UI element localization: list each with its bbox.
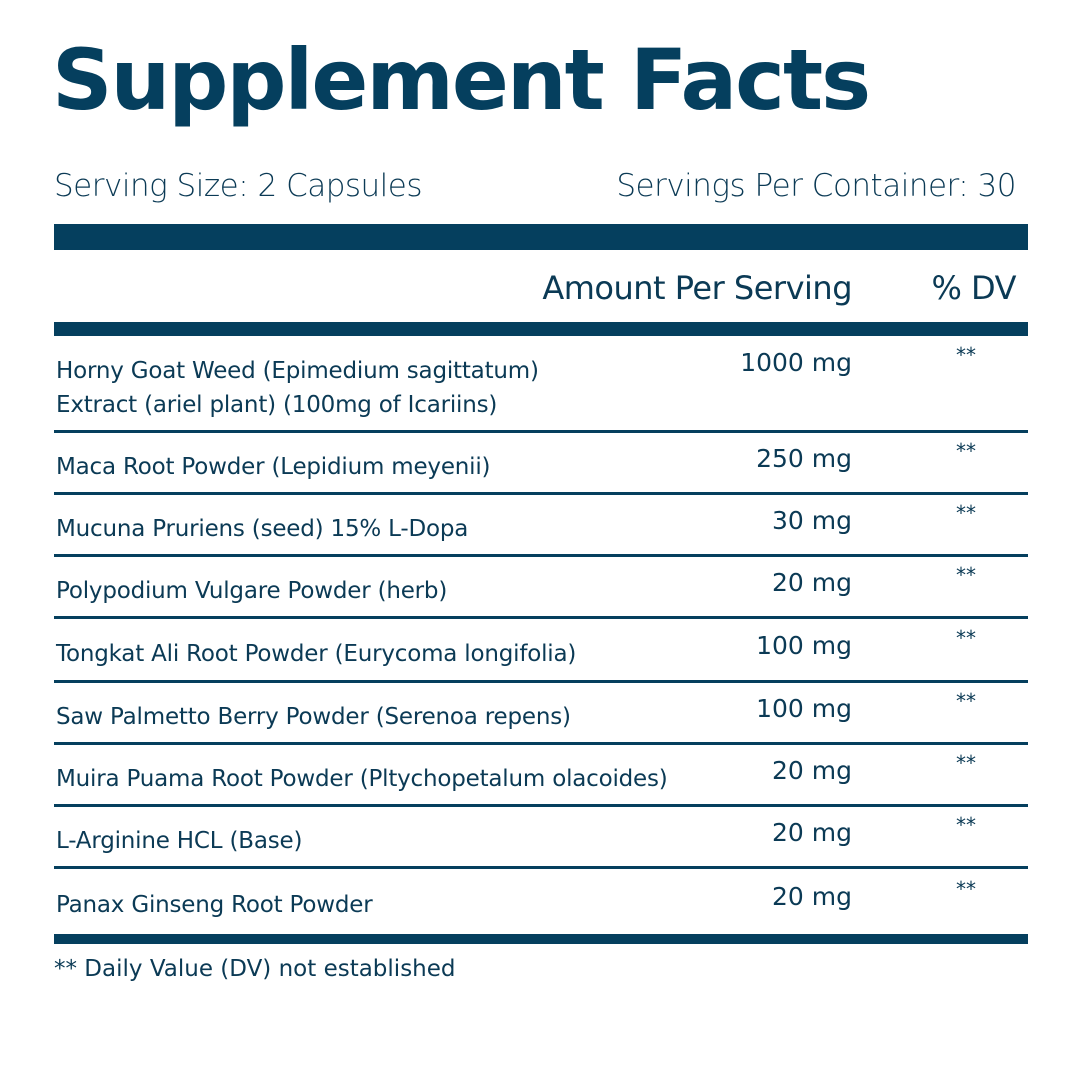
- page-title: Supplement Facts: [52, 31, 871, 129]
- ingredient-name: Panax Ginseng Root Powder: [56, 892, 373, 918]
- ingredient-amount: 100 mg: [756, 694, 852, 723]
- ingredient-row: Mucuna Pruriens (seed) 15% L-Dopa 30 mg **: [54, 496, 1028, 557]
- ingredient-dv: **: [956, 813, 976, 837]
- ingredient-amount: 250 mg: [756, 444, 852, 473]
- ingredient-name: L-Arginine HCL (Base): [56, 828, 303, 854]
- ingredient-row: Panax Ginseng Root Powder 20 mg **: [54, 870, 1028, 934]
- ingredient-dv: **: [956, 877, 976, 901]
- ingredient-amount: 20 mg: [772, 568, 852, 597]
- ingredient-row: Saw Palmetto Berry Powder (Serenoa repen…: [54, 684, 1028, 745]
- ingredient-amount: 20 mg: [772, 882, 852, 911]
- footnote: ** Daily Value (DV) not established: [54, 956, 456, 982]
- ingredient-row: Horny Goat Weed (Epimedium sagittatum) Ex…: [54, 338, 1028, 433]
- row-divider: [54, 554, 1028, 557]
- ingredient-amount: 30 mg: [772, 506, 852, 535]
- ingredient-name: Mucuna Pruriens (seed) 15% L-Dopa: [56, 516, 469, 542]
- ingredient-name: Tongkat Ali Root Powder (Eurycoma longif…: [56, 641, 577, 667]
- ingredient-name: Maca Root Powder (Lepidium meyenii): [56, 454, 491, 480]
- ingredient-amount: 20 mg: [772, 818, 852, 847]
- dv-column-header: % DV: [931, 269, 1016, 307]
- servings-per-container: Servings Per Container: 30: [616, 168, 1016, 204]
- row-divider: [54, 742, 1028, 745]
- ingredient-amount: 20 mg: [772, 756, 852, 785]
- ingredient-row: L-Arginine HCL (Base) 20 mg **: [54, 808, 1028, 869]
- row-divider: [54, 492, 1028, 495]
- ingredient-dv: **: [956, 343, 976, 367]
- ingredient-dv: **: [956, 626, 976, 650]
- ingredient-dv: **: [956, 751, 976, 775]
- ingredient-name: Muira Puama Root Powder (Pltychopetalum …: [56, 766, 668, 792]
- ingredient-amount: 100 mg: [756, 631, 852, 660]
- row-divider: [54, 430, 1028, 433]
- ingredient-row: Muira Puama Root Powder (Pltychopetalum …: [54, 746, 1028, 807]
- row-divider: [54, 616, 1028, 619]
- ingredient-amount: 1000 mg: [740, 348, 852, 377]
- ingredient-row: Maca Root Powder (Lepidium meyenii) 250 m…: [54, 434, 1028, 495]
- ingredient-dv: **: [956, 501, 976, 525]
- ingredient-row: Tongkat Ali Root Powder (Eurycoma longif…: [54, 620, 1028, 683]
- row-divider: [54, 680, 1028, 683]
- row-divider: [54, 804, 1028, 807]
- ingredient-name: Saw Palmetto Berry Powder (Serenoa repen…: [56, 704, 571, 730]
- ingredient-name: Polypodium Vulgare Powder (herb): [56, 578, 448, 604]
- bottom-divider-bar: [54, 934, 1028, 944]
- amount-column-header: Amount Per Serving: [542, 269, 852, 307]
- ingredient-row: Polypodium Vulgare Powder (herb) 20 mg **: [54, 558, 1028, 619]
- ingredient-dv: **: [956, 563, 976, 587]
- row-divider: [54, 866, 1028, 869]
- ingredient-dv: **: [956, 689, 976, 713]
- serving-size: Serving Size: 2 Capsules: [54, 168, 423, 204]
- ingredient-name: Horny Goat Weed (Epimedium sagittatum) Ex…: [56, 358, 539, 418]
- header-divider-bar: [54, 322, 1028, 336]
- ingredient-dv: **: [956, 439, 976, 463]
- top-divider-bar: [54, 224, 1028, 250]
